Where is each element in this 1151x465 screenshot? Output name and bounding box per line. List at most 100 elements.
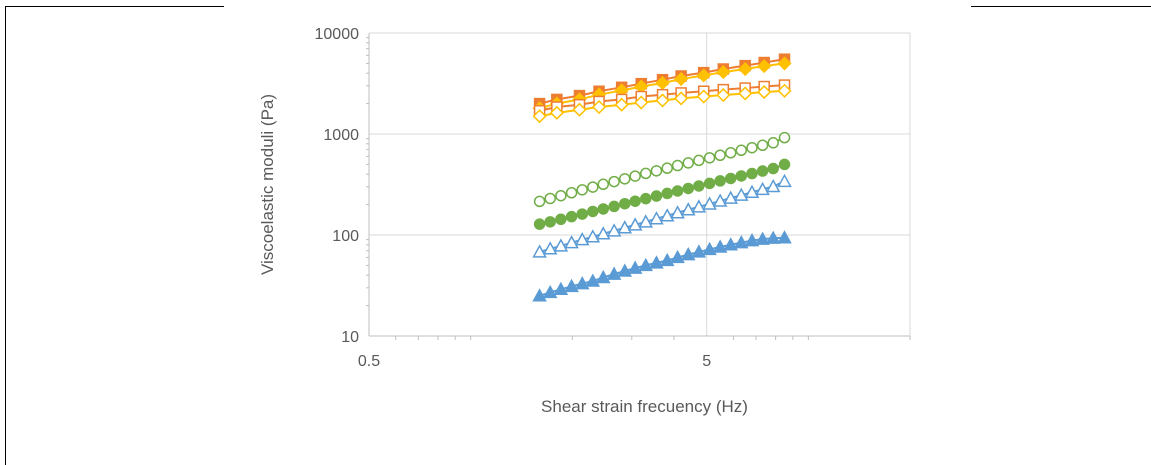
- data-point: [723, 190, 738, 204]
- series-8: [532, 230, 792, 302]
- data-point: [661, 162, 673, 174]
- data-point: [744, 233, 760, 247]
- data-point: [640, 192, 652, 205]
- data-point: [702, 241, 717, 256]
- data-point: [608, 175, 620, 188]
- y-tick-label: 100: [332, 228, 359, 245]
- data-point: [691, 199, 707, 213]
- y-tick-label: 10000: [315, 26, 360, 43]
- frame-top-line-right: [971, 6, 1151, 7]
- data-point: [716, 87, 731, 103]
- data-point: [617, 263, 633, 277]
- data-point: [702, 196, 717, 210]
- y-tick-label: 10: [341, 329, 359, 346]
- data-point: [606, 223, 622, 237]
- data-point: [724, 172, 737, 185]
- data-point: [638, 257, 654, 272]
- data-point: [619, 173, 631, 185]
- data-point: [576, 184, 588, 196]
- data-point: [542, 241, 558, 255]
- data-point: [574, 276, 590, 290]
- data-point: [544, 216, 556, 228]
- data-point: [777, 173, 792, 188]
- data-point: [765, 230, 781, 244]
- data-point: [682, 157, 695, 169]
- data-point: [533, 195, 546, 208]
- data-point: [671, 185, 684, 197]
- data-point: [712, 193, 728, 207]
- data-point: [777, 230, 792, 244]
- data-point: [597, 203, 610, 215]
- data-point: [765, 178, 781, 193]
- data-point: [777, 56, 792, 71]
- data-point: [564, 235, 579, 249]
- data-point: [655, 93, 670, 108]
- data-point: [549, 105, 564, 120]
- data-point: [661, 187, 673, 200]
- data-point: [596, 269, 611, 284]
- data-point: [670, 249, 685, 264]
- data-point: [724, 147, 737, 159]
- data-point: [778, 158, 791, 171]
- data-point: [638, 214, 654, 228]
- data-point: [746, 141, 758, 154]
- data-point: [716, 65, 731, 80]
- data-point: [755, 231, 770, 245]
- data-point: [691, 244, 707, 258]
- data-point: [617, 220, 633, 234]
- data-point: [606, 266, 622, 280]
- data-point: [696, 68, 711, 83]
- data-point: [572, 102, 587, 117]
- data-point: [674, 71, 689, 87]
- data-point: [659, 208, 675, 222]
- data-point: [596, 226, 611, 240]
- y-axis-label: Viscoelastic moduli (Pa): [258, 94, 277, 275]
- data-point: [777, 83, 792, 98]
- plot-area: [532, 53, 792, 302]
- data-point: [681, 202, 696, 216]
- data-point: [649, 211, 664, 225]
- data-point: [714, 175, 726, 187]
- data-point: [756, 139, 769, 152]
- data-point: [738, 86, 753, 101]
- data-point: [674, 91, 689, 106]
- data-point: [533, 218, 546, 230]
- data-point: [767, 162, 779, 175]
- x-tick-label: 5: [702, 353, 711, 370]
- data-point: [542, 284, 558, 299]
- data-point: [746, 167, 758, 180]
- data-point: [614, 97, 629, 112]
- data-point: [627, 260, 643, 274]
- data-point: [659, 252, 675, 267]
- data-point: [564, 278, 579, 293]
- data-point: [565, 210, 578, 223]
- series-6: [533, 158, 791, 230]
- data-point: [696, 89, 711, 104]
- data-point: [608, 200, 620, 213]
- data-point: [585, 273, 601, 287]
- series-4: [532, 83, 792, 124]
- data-point: [693, 154, 705, 167]
- data-point: [574, 232, 590, 246]
- data-point: [734, 187, 749, 201]
- data-point: [587, 181, 599, 193]
- data-point: [738, 61, 753, 77]
- series-7: [532, 173, 792, 258]
- data-point: [757, 59, 772, 74]
- data-point: [650, 165, 663, 177]
- data-point: [735, 144, 748, 157]
- frame-left-line: [5, 6, 6, 465]
- tick-labels: 10 100 1000 10000 0.5 5: [315, 26, 712, 370]
- data-point: [778, 131, 791, 144]
- data-point: [532, 288, 547, 302]
- x-axis-label: Shear strain frecuency (Hz): [541, 397, 748, 416]
- data-point: [734, 235, 749, 249]
- data-point: [587, 205, 599, 218]
- data-point: [553, 238, 569, 252]
- data-point: [735, 170, 748, 182]
- data-point: [629, 195, 641, 207]
- data-point: [723, 237, 738, 251]
- data-point: [670, 205, 685, 219]
- data-point: [744, 184, 760, 199]
